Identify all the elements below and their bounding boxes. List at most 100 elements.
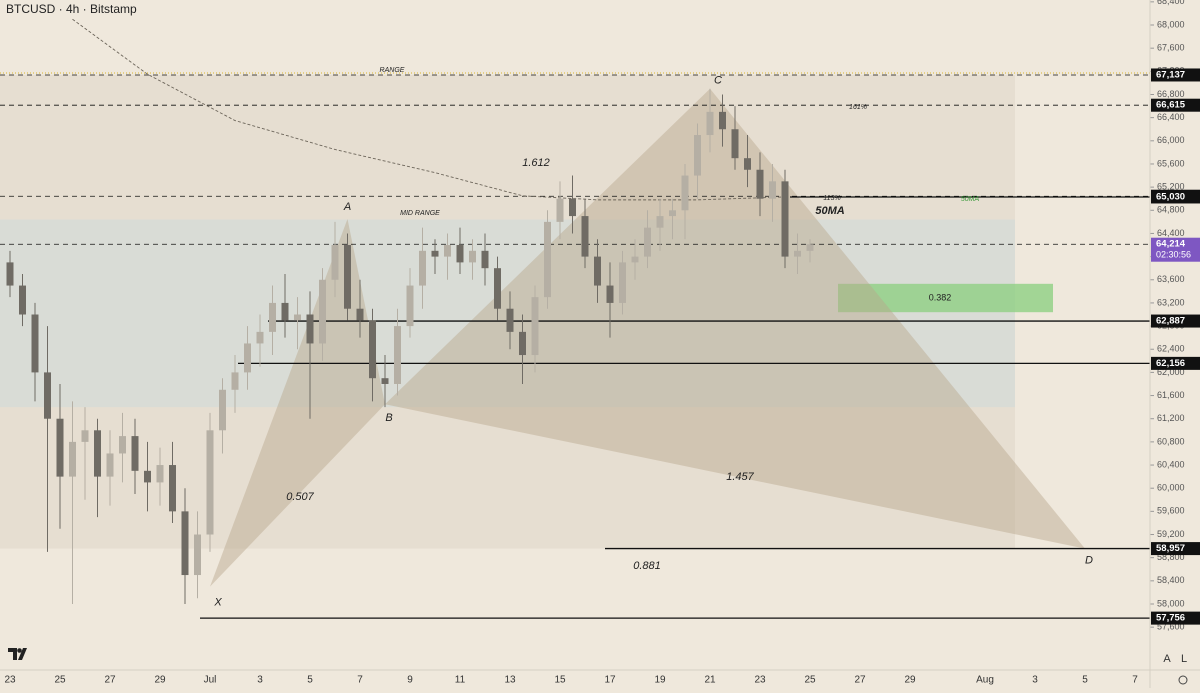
settings-icon[interactable]: [1178, 675, 1188, 685]
y-tick-label: 61,600: [1157, 390, 1185, 400]
x-tick-label: 17: [604, 675, 616, 686]
candle-body: [244, 343, 251, 373]
candle-body: [131, 436, 139, 471]
y-tick-label: 60,000: [1157, 483, 1185, 493]
y-tick-label: 66,000: [1157, 135, 1185, 145]
x-tick-label: Jul: [204, 675, 217, 686]
y-tick-label: 67,600: [1157, 43, 1185, 53]
candle-body: [431, 250, 439, 257]
x-tick-label: 23: [4, 675, 16, 686]
candle-body: [294, 314, 301, 321]
y-tick-label: 60,400: [1157, 459, 1185, 469]
pattern-label: D: [1085, 554, 1093, 566]
candle-body: [519, 331, 526, 356]
price-label: 65,030: [1156, 191, 1185, 202]
candle-body: [156, 465, 164, 483]
candle-body: [506, 308, 514, 332]
price-label-box: [1151, 611, 1200, 625]
price-label: 57,756: [1156, 613, 1185, 624]
candle-body: [6, 262, 14, 286]
y-tick-label: 62,400: [1157, 344, 1185, 354]
x-tick-label: 19: [654, 675, 666, 686]
price-label-box: [1151, 237, 1200, 262]
candle-body: [69, 441, 76, 477]
price-label-box: [1151, 314, 1200, 328]
candle-body: [631, 256, 639, 263]
y-tick-label: 58,800: [1157, 552, 1185, 562]
y-tick-label: 61,200: [1157, 413, 1185, 423]
annotation: 0.507: [286, 491, 314, 503]
price-label: 64,214: [1156, 239, 1186, 250]
pattern-label: C: [714, 75, 722, 87]
price-label-box: [1151, 356, 1200, 370]
candle-body: [619, 262, 626, 303]
chart-title: BTCUSD · 4h · Bitstamp: [6, 2, 137, 16]
candle-body: [456, 245, 464, 263]
x-tick-label: 9: [407, 675, 413, 686]
price-label: 67,137: [1156, 69, 1185, 80]
x-tick-label: 5: [1082, 675, 1088, 686]
candle-body: [256, 331, 264, 344]
annotation: 1.457: [726, 471, 754, 483]
annotation: 113%: [823, 195, 840, 202]
candle-body: [781, 181, 789, 257]
x-tick-label: 23: [754, 675, 766, 686]
y-tick-label: 62,000: [1157, 367, 1185, 377]
price-label-box: [1151, 98, 1200, 112]
candle-body: [594, 256, 601, 286]
pattern-label: X: [213, 597, 222, 609]
candle-body: [531, 297, 539, 356]
candle-body: [269, 302, 276, 332]
y-tick-label: 63,200: [1157, 297, 1185, 307]
annotation: 161%: [849, 104, 867, 111]
x-tick-label: 3: [1032, 675, 1038, 686]
footer-text[interactable]: A: [1163, 653, 1171, 665]
footer-text[interactable]: L: [1181, 653, 1187, 665]
pattern-bcd: [385, 88, 1085, 549]
y-tick-label: 65,200: [1157, 182, 1185, 192]
candle-body: [106, 453, 114, 477]
candle-body: [356, 308, 364, 321]
price-label: 62,156: [1156, 358, 1185, 369]
annotation: 0.881: [633, 560, 661, 572]
candle-body: [394, 326, 401, 384]
countdown: 02:30:56: [1156, 250, 1191, 260]
candle-body: [406, 285, 414, 327]
x-tick-label: 5: [307, 675, 313, 686]
candle-body: [581, 216, 589, 257]
x-tick-label: 25: [804, 675, 816, 686]
candle-body: [469, 250, 476, 263]
candle-body: [644, 227, 651, 257]
candle-body: [606, 285, 614, 303]
candle-body: [544, 221, 551, 298]
candle-body: [219, 389, 226, 431]
candle-body: [56, 418, 64, 477]
candle-body: [281, 302, 289, 321]
fib-zone: [838, 283, 1053, 313]
price-label-box: [1151, 542, 1200, 556]
y-tick-label: 66,800: [1157, 89, 1185, 99]
y-tick-label: 63,600: [1157, 274, 1185, 284]
candle-body: [744, 158, 751, 170]
x-tick-label: Aug: [976, 675, 994, 686]
candle-body: [794, 250, 801, 257]
candle-body: [494, 268, 501, 309]
candle-body: [806, 244, 814, 251]
annotation: 1.612: [522, 157, 550, 169]
candle-body: [569, 198, 576, 217]
x-tick-label: 25: [54, 675, 66, 686]
candle-body: [194, 534, 201, 576]
candle-body: [556, 198, 564, 222]
candle-body: [669, 210, 676, 217]
candle-body: [206, 430, 214, 535]
x-tick-label: 27: [104, 675, 116, 686]
candle-body: [481, 250, 489, 269]
x-tick-label: 21: [704, 675, 716, 686]
y-tick-label: 68,400: [1157, 0, 1185, 6]
y-tick-label: 65,600: [1157, 158, 1185, 168]
candle-body: [19, 285, 26, 315]
candle-body: [369, 320, 376, 379]
candle-body: [31, 314, 39, 373]
y-tick-label: 58,400: [1157, 575, 1185, 585]
x-tick-label: 15: [554, 675, 566, 686]
